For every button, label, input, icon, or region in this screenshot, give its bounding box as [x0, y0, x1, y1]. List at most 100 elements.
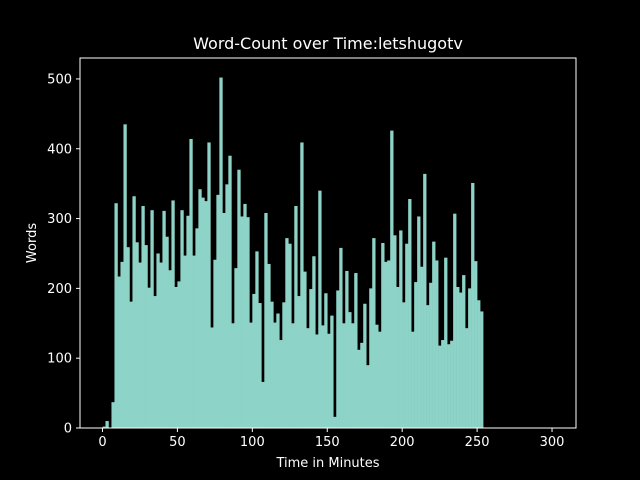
- bar: [291, 323, 295, 428]
- bar: [450, 340, 454, 428]
- bar: [210, 327, 214, 428]
- bar: [237, 169, 241, 428]
- bar: [138, 262, 142, 428]
- bar: [477, 300, 481, 428]
- bar: [351, 323, 355, 428]
- bar: [447, 344, 451, 428]
- bar: [294, 206, 298, 428]
- bar: [426, 305, 430, 428]
- bar: [423, 173, 427, 428]
- bar: [207, 142, 211, 428]
- bar: [414, 282, 418, 428]
- bar: [282, 302, 286, 428]
- bar: [444, 257, 448, 428]
- bar: [261, 381, 265, 428]
- bar: [267, 263, 271, 428]
- bar: [300, 142, 304, 428]
- x-tick-label: 250: [465, 435, 490, 450]
- bar: [369, 288, 373, 428]
- bar: [165, 236, 169, 428]
- axes-frame: [79, 57, 577, 429]
- bar: [234, 268, 238, 428]
- x-tick-label: 100: [240, 435, 265, 450]
- bar: [315, 334, 319, 428]
- bar: [189, 138, 193, 429]
- bar: [129, 301, 133, 428]
- bar: [183, 255, 187, 428]
- bar: [330, 315, 334, 428]
- bar: [366, 365, 370, 428]
- bar: [465, 328, 469, 428]
- bar: [471, 182, 475, 428]
- bar: [279, 340, 283, 428]
- bar: [174, 286, 178, 428]
- bar: [393, 235, 397, 428]
- bar: [417, 216, 421, 428]
- x-tick-label: 150: [315, 435, 340, 450]
- x-tick-label: 50: [169, 435, 186, 450]
- bar: [363, 303, 367, 428]
- bar: [171, 200, 175, 428]
- bar: [204, 201, 208, 428]
- bar-series: [102, 77, 484, 429]
- bar: [480, 311, 484, 428]
- bar: [180, 210, 184, 428]
- bar: [324, 293, 328, 428]
- bar: [132, 196, 136, 428]
- y-tick-label: 0: [64, 422, 72, 437]
- bar: [270, 301, 274, 428]
- bar: [276, 313, 280, 428]
- bar: [126, 247, 130, 428]
- bar: [327, 333, 331, 428]
- bar: [306, 328, 310, 428]
- bar: [438, 345, 442, 428]
- bar: [156, 253, 160, 428]
- y-tick-label: 200: [47, 282, 72, 297]
- y-tick-label: 100: [47, 352, 72, 367]
- bar: [420, 266, 424, 428]
- bar: [381, 243, 385, 428]
- bar: [114, 203, 118, 428]
- bar: [117, 276, 121, 428]
- x-tick-label: 300: [540, 435, 565, 450]
- x-axis-ticks: 0 50 100 150 200 250 300: [98, 428, 564, 450]
- bar: [333, 416, 337, 428]
- bar: [429, 282, 433, 428]
- bar: [348, 312, 352, 428]
- bar: [147, 287, 151, 428]
- y-axis-ticks: 0 100 200 300 400 500: [47, 72, 80, 437]
- bar: [255, 251, 259, 428]
- bar: [201, 197, 205, 428]
- bar: [273, 322, 277, 428]
- bar: [399, 230, 403, 428]
- bar: [216, 194, 220, 428]
- bar: [225, 184, 229, 428]
- bar: [105, 421, 109, 428]
- bar: [222, 212, 226, 428]
- bar: [345, 270, 349, 428]
- bar: [150, 210, 154, 428]
- bar: [102, 426, 106, 428]
- bar: [441, 340, 445, 428]
- bar: [186, 215, 190, 428]
- bar: [303, 271, 307, 428]
- bar: [141, 206, 145, 428]
- bar: [384, 261, 388, 428]
- bar: [252, 293, 256, 428]
- bar: [459, 292, 463, 428]
- bar: [198, 189, 202, 428]
- bar: [474, 261, 478, 428]
- bar: [396, 286, 400, 428]
- bar: [264, 212, 268, 428]
- bar: [402, 302, 406, 428]
- bar: [192, 255, 196, 428]
- bar: [312, 256, 316, 428]
- bar: [357, 349, 361, 428]
- bar: [372, 238, 376, 428]
- bar: [339, 247, 343, 428]
- bar: [354, 273, 358, 428]
- bar: [378, 331, 382, 428]
- bar: [111, 402, 115, 428]
- bar: [288, 243, 292, 428]
